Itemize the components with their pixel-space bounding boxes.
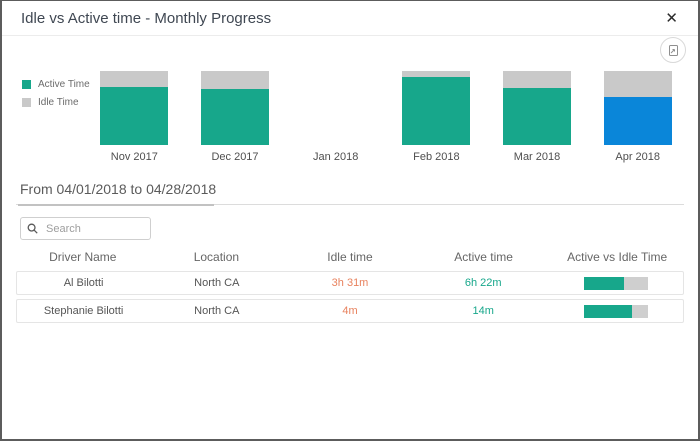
stacked-bar[interactable]	[201, 71, 269, 145]
active-time-cell: 14m	[472, 305, 494, 317]
legend-item[interactable]: Active Time	[22, 79, 90, 90]
idle-time-cell: 3h 31m	[331, 277, 369, 289]
chart-legend: Active Time Idle Time	[22, 79, 90, 115]
stacked-bar[interactable]	[302, 71, 370, 145]
chart-slot-mar-2018[interactable]: Mar 2018	[487, 71, 588, 164]
col-active-vs-idle: Active vs Idle Time	[567, 250, 668, 264]
active-segment	[201, 88, 269, 145]
legend-swatch-icon	[22, 98, 31, 107]
search-icon	[27, 223, 38, 234]
date-range-heading: From 04/01/2018 to 04/28/2018	[20, 181, 217, 197]
table-header: Driver Name Location Idle time Active ti…	[16, 240, 684, 271]
driver-name-cell: Al Bilotti	[63, 277, 104, 289]
active-vs-idle-bar	[584, 304, 649, 318]
active-vs-idle-fill	[584, 304, 633, 318]
bar-chart: Nov 2017 Dec 2017 Jan 2018 Feb 2018 Mar 2018…	[84, 71, 688, 164]
search-box[interactable]	[20, 217, 151, 240]
stacked-bar[interactable]	[503, 71, 572, 145]
idle-segment	[201, 71, 269, 89]
idle-segment	[603, 71, 672, 97]
export-image-icon	[667, 44, 680, 57]
month-label: Mar 2018	[513, 151, 561, 163]
month-label: Apr 2018	[615, 151, 661, 163]
idle-segment	[503, 71, 572, 89]
chart-slot-jan-2018[interactable]: Jan 2018	[285, 71, 386, 164]
legend-swatch-icon	[22, 80, 31, 89]
chart-slot-feb-2018[interactable]: Feb 2018	[386, 71, 487, 164]
col-driver-name: Driver Name	[49, 250, 117, 264]
active-segment	[402, 76, 471, 145]
stacked-bar[interactable]	[603, 71, 672, 145]
table-row[interactable]: Stephanie Bilotti North CA 4m 14m	[16, 299, 684, 323]
stacked-bar[interactable]	[100, 71, 169, 145]
stacked-bar[interactable]	[402, 71, 471, 145]
active-segment	[503, 88, 572, 145]
table-body: Al Bilotti North CA 3h 31m 6h 22m Stepha…	[16, 271, 684, 323]
chart-slot-dec-2017[interactable]: Dec 2017	[185, 71, 286, 164]
idle-time-cell: 4m	[342, 305, 358, 317]
export-image-button[interactable]	[660, 37, 686, 63]
month-label: Feb 2018	[413, 151, 460, 163]
idle-segment	[402, 71, 471, 77]
location-cell: North CA	[194, 277, 240, 289]
legend-label: Active Time	[38, 79, 90, 90]
close-icon[interactable]: ✕	[665, 9, 678, 27]
search-input[interactable]	[44, 221, 144, 236]
month-label: Dec 2017	[211, 151, 259, 163]
month-label: Jan 2018	[313, 151, 359, 163]
active-vs-idle-cell	[550, 304, 683, 318]
table-row[interactable]: Al Bilotti North CA 3h 31m 6h 22m	[16, 271, 684, 295]
titlebar: Idle vs Active time - Monthly Progress ✕	[2, 1, 698, 36]
driver-name-cell: Stephanie Bilotti	[43, 305, 124, 317]
chart-slot-apr-2018[interactable]: Apr 2018	[587, 71, 688, 164]
idle-segment	[100, 71, 169, 88]
location-cell: North CA	[194, 305, 240, 317]
legend-item[interactable]: Idle Time	[22, 97, 90, 108]
active-segment	[100, 87, 169, 145]
month-label: Nov 2017	[110, 151, 158, 163]
legend-label: Idle Time	[38, 97, 79, 108]
page-title: Idle vs Active time - Monthly Progress	[21, 9, 272, 27]
col-location: Location	[193, 250, 240, 264]
active-time-cell: 6h 22m	[464, 277, 502, 289]
col-idle-time: Idle time	[327, 250, 373, 264]
active-vs-idle-bar	[584, 276, 649, 290]
active-vs-idle-fill	[584, 276, 625, 290]
chart-slot-nov-2017[interactable]: Nov 2017	[84, 71, 185, 164]
active-segment	[603, 96, 672, 145]
drivers-table: Driver Name Location Idle time Active ti…	[16, 240, 684, 323]
date-range-underline	[18, 204, 214, 206]
active-vs-idle-cell	[550, 276, 683, 290]
col-active-time: Active time	[454, 250, 513, 264]
date-range-section: From 04/01/2018 to 04/28/2018	[16, 181, 684, 206]
